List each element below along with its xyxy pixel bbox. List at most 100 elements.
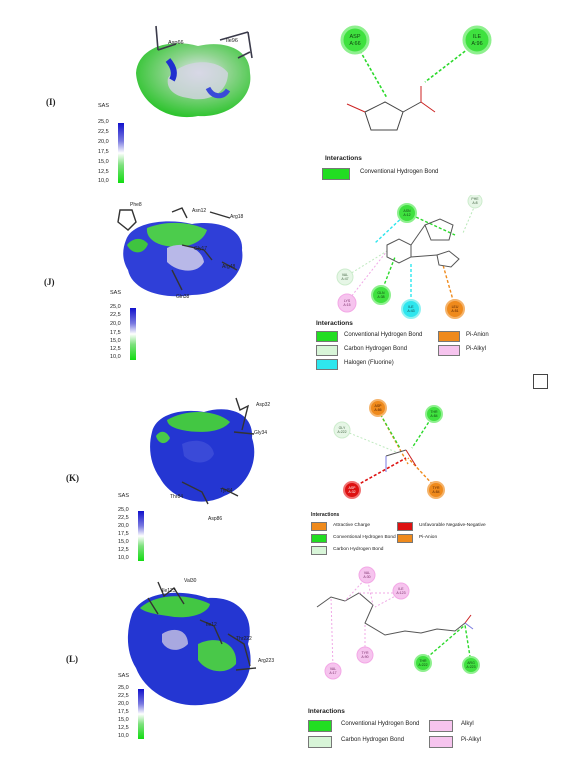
legend-swatch-k-0	[311, 522, 327, 531]
node-i-1-id: A:96	[471, 41, 482, 47]
sas-tick-i-0: 25,0	[98, 119, 109, 125]
sas-tick-k-5: 12,5	[118, 547, 129, 553]
sas-tick-i-4: 15,0	[98, 159, 109, 165]
interaction-diagram-j: ASN A:12 PHE A:8 VAL A:47 LYS A:15 GLN A…	[336, 195, 483, 319]
node-j-3-id: A:15	[343, 303, 350, 307]
node-l-5-name: ARG	[467, 661, 475, 665]
legend-label-k-4: Carbon Hydrogen Bond	[333, 547, 384, 552]
interaction-diagram-i: ASP A:66 ILE A:96	[340, 25, 492, 131]
sas-tick-i-1: 22,5	[98, 129, 109, 135]
sas-tick-i-6: 10,0	[98, 178, 109, 184]
node-k-3-name: ASP	[348, 486, 356, 490]
interaction-diagram-k: ASP A:86 THR A:84 GLY A:222 ASP A:32 TYR…	[333, 399, 445, 499]
residue-label-l-1: Ile123	[162, 588, 176, 594]
legend-swatch-k-3	[397, 534, 413, 543]
sas-tick-k-2: 20,0	[118, 523, 129, 529]
sas-tick-j-3: 17,5	[110, 330, 121, 336]
sas-tick-l-3: 17,5	[118, 709, 129, 715]
sas-scale-i: SAS 25,0 22,5 20,0 17,5 15,0 12,5 10,0	[98, 103, 138, 188]
panel-label-j: (J)	[44, 277, 55, 287]
node-l-0-id: A:30	[363, 575, 370, 579]
residue-label-l-2: Ile12	[206, 622, 217, 628]
node-j-0-id: A:12	[403, 213, 410, 217]
legend-l: Interactions Conventional Hydrogen Bond …	[305, 708, 545, 753]
sas-tick-j-5: 12,5	[110, 346, 121, 352]
node-l-0-name: VAL	[364, 571, 370, 575]
residue-label-j-3: Gly17	[194, 246, 207, 252]
legend-label-l-0: Conventional Hydrogen Bond	[341, 721, 420, 727]
sas-tick-j-2: 20,0	[110, 321, 121, 327]
residue-label-j-0: Phe8	[130, 202, 142, 208]
residue-label-j-5: Gln38	[176, 294, 190, 300]
legend-swatch-k-2	[311, 534, 327, 543]
residue-label-k-3: Tyr84	[220, 488, 233, 494]
sas-tick-l-1: 22,5	[118, 693, 129, 699]
sas-tick-k-3: 17,5	[118, 531, 129, 537]
surface-view-i: Asp66 Ile96	[136, 25, 253, 118]
legend-label-k-3: Pi-Anion	[419, 535, 438, 540]
sas-title-k: SAS	[118, 493, 130, 499]
sas-tick-l-6: 10,0	[118, 733, 129, 739]
sas-tick-j-0: 25,0	[110, 304, 121, 310]
legend-label-j-3: Pi-Alkyl	[466, 346, 487, 352]
residue-label-j-4: Arg48	[222, 264, 236, 270]
surface-view-j: Phe8 Asn12 Arg18 Gly17 Arg48 Gln38	[117, 202, 244, 300]
sas-gradient-bar-k	[138, 511, 144, 561]
sas-tick-j-1: 22,5	[110, 312, 121, 318]
legend-swatch-j-0	[316, 331, 338, 342]
residue-label-j-1: Asn12	[192, 208, 206, 214]
node-l-3-name: VAL	[330, 667, 336, 671]
sas-tick-l-5: 12,5	[118, 725, 129, 731]
legend-label-j-4: Halogen (Fluorine)	[344, 360, 394, 366]
sas-tick-j-6: 10,0	[110, 354, 121, 360]
legend-label-i-0: Conventional Hydrogen Bond	[360, 169, 439, 175]
node-j-2-name: VAL	[342, 273, 348, 277]
sas-tick-i-5: 12,5	[98, 169, 109, 175]
sas-gradient-bar-i	[118, 123, 124, 183]
legend-swatch-k-1	[397, 522, 413, 531]
node-l-5-id: A:223	[466, 665, 475, 669]
sas-title-j: SAS	[110, 290, 122, 296]
legend-title-k: Interactions	[311, 512, 340, 518]
panel-label-l: (L)	[66, 654, 78, 664]
node-k-4-name: TYR	[433, 486, 440, 490]
node-l-2-id: A:90	[361, 655, 368, 659]
legend-i: Interactions Conventional Hydrogen Bond	[320, 155, 520, 185]
legend-swatch-l-3	[429, 736, 453, 748]
residue-label-l-0: Val30	[184, 578, 197, 584]
node-j-0-name: ASN	[403, 209, 411, 213]
sas-tick-l-2: 20,0	[118, 701, 129, 707]
residue-label-k-1: Gly34	[254, 430, 267, 436]
sas-scale-l: SAS 25,0 22,5 20,0 17,5 15,0 12,5 10,0	[118, 673, 158, 745]
sas-scale-k: SAS 25,0 22,5 20,0 17,5 15,0 12,5 10,0	[118, 493, 158, 568]
node-l-2-name: TYR	[362, 651, 369, 655]
node-k-2-id: A:222	[337, 430, 346, 434]
panel-label-k: (K)	[66, 473, 79, 483]
node-k-0-id: A:86	[374, 408, 381, 412]
legend-label-j-0: Conventional Hydrogen Bond	[344, 332, 423, 338]
legend-label-l-3: Pi-Alkyl	[461, 737, 482, 743]
node-l-4-id: A:222	[418, 663, 427, 667]
legend-k: Interactions Attractive Charge Unfavorab…	[309, 512, 529, 560]
legend-swatch-j-4	[316, 359, 338, 370]
surface-view-k: Asp32 Gly34 Thr84 Tyr84 Asp86	[150, 397, 270, 522]
sas-tick-i-2: 20,0	[98, 139, 109, 145]
node-j-3-name: LYS	[344, 299, 351, 303]
legend-j: Interactions Conventional Hydrogen Bond …	[314, 320, 534, 370]
legend-swatch-l-0	[308, 720, 332, 732]
node-j-6-id: A:51	[451, 309, 458, 313]
legend-label-k-0: Attractive Charge	[333, 523, 371, 528]
residue-label-l-4: Arg223	[258, 658, 274, 664]
node-k-0-name: ASP	[374, 404, 382, 408]
node-k-3-id: A:32	[348, 490, 355, 494]
legend-swatch-l-1	[429, 720, 453, 732]
legend-swatch-j-1	[438, 331, 460, 342]
node-l-4-name: THR	[419, 659, 427, 663]
panel-label-i: (I)	[46, 97, 56, 107]
node-j-1-name: PHE	[471, 197, 479, 201]
empty-checkbox[interactable]	[533, 374, 548, 389]
legend-title-l: Interactions	[308, 708, 345, 715]
node-l-1-name: ILE	[398, 587, 404, 591]
legend-label-l-1: Alkyl	[461, 721, 474, 727]
residue-label-j-2: Arg18	[230, 214, 244, 220]
